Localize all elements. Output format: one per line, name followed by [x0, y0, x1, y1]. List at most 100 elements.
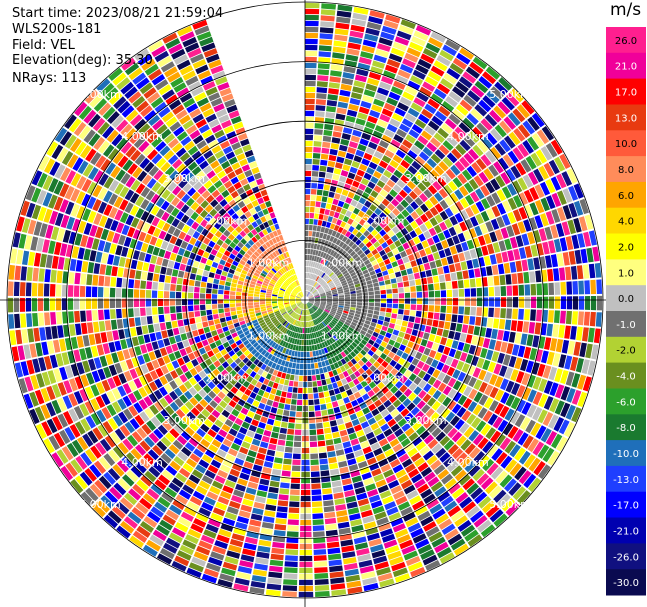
range-gate — [194, 364, 203, 373]
range-gate — [211, 330, 218, 337]
range-gate — [79, 285, 86, 297]
range-gate — [203, 418, 214, 428]
range-gate — [340, 267, 347, 273]
range-gate — [151, 341, 159, 350]
range-gate — [253, 296, 260, 300]
range-gate — [148, 466, 161, 478]
range-gate — [230, 342, 238, 350]
range-gate — [400, 479, 413, 490]
range-gate — [283, 579, 298, 586]
range-gate — [305, 284, 307, 291]
range-gate — [305, 152, 313, 159]
range-gate — [350, 260, 356, 266]
range-gate — [425, 356, 434, 366]
range-gate — [343, 323, 349, 329]
range-gate — [137, 335, 145, 345]
range-gate — [98, 309, 104, 321]
range-gate — [439, 282, 446, 290]
range-gate — [195, 464, 207, 474]
range-gate — [275, 518, 287, 525]
range-gate — [226, 550, 241, 559]
range-gate — [450, 164, 461, 176]
range-gate — [202, 376, 211, 385]
range-gate — [313, 282, 318, 287]
range-gate — [470, 85, 485, 98]
range-gate — [83, 248, 91, 261]
range-gate — [559, 153, 571, 169]
range-gate — [302, 327, 305, 334]
range-gate — [387, 418, 397, 428]
range-gate — [327, 332, 332, 338]
range-gate — [305, 224, 309, 231]
range-gate — [306, 284, 308, 291]
range-gate — [322, 354, 328, 361]
range-gate — [530, 296, 537, 309]
range-gate — [307, 363, 311, 370]
range-gate — [329, 185, 337, 193]
range-gate — [373, 447, 383, 457]
range-gate — [317, 219, 323, 226]
range-gate — [392, 226, 400, 234]
range-gate — [512, 285, 519, 296]
range-gate — [282, 464, 292, 471]
range-gate — [390, 376, 399, 385]
range-gate — [270, 388, 277, 395]
range-gate — [211, 409, 221, 419]
range-gate — [198, 379, 207, 388]
range-gate — [357, 375, 365, 383]
range-gate — [404, 379, 413, 388]
range-gate — [320, 300, 327, 302]
range-gate — [294, 435, 302, 442]
range-gate — [199, 399, 209, 408]
range-gate — [130, 259, 138, 270]
range-gate — [382, 233, 390, 241]
range-gate — [74, 421, 86, 435]
range-gate — [470, 306, 477, 316]
range-gate — [312, 519, 324, 526]
range-gate — [15, 329, 23, 345]
range-gate — [350, 213, 357, 220]
range-gate — [253, 413, 262, 421]
range-gate — [362, 515, 375, 524]
range-gate — [212, 377, 220, 386]
range-gate — [397, 258, 404, 266]
range-gate — [410, 292, 417, 298]
range-gate — [402, 91, 415, 101]
range-gate — [292, 387, 298, 393]
range-gate — [555, 339, 564, 353]
range-gate — [435, 242, 444, 251]
range-gate — [228, 338, 235, 345]
range-gate — [517, 432, 529, 446]
range-gate — [351, 160, 360, 169]
range-gate — [576, 265, 584, 280]
range-gate — [320, 292, 326, 296]
range-gate — [516, 320, 524, 332]
range-gate — [329, 330, 334, 337]
range-gate — [530, 309, 536, 321]
range-gate — [256, 490, 268, 498]
range-gate — [225, 433, 235, 442]
range-gate — [92, 310, 98, 321]
range-gate — [470, 297, 477, 306]
range-gate — [377, 418, 387, 427]
range-gate — [537, 444, 550, 459]
range-gate — [472, 404, 483, 416]
range-gate — [205, 449, 216, 459]
range-gate — [447, 388, 457, 399]
range-gate — [188, 437, 199, 447]
range-gate — [251, 419, 259, 427]
range-gate — [389, 556, 404, 566]
range-gate — [347, 191, 355, 199]
range-gate — [143, 516, 158, 528]
range-gate — [171, 477, 184, 488]
range-gate — [313, 305, 318, 310]
range-gate — [396, 213, 405, 222]
range-gate — [200, 281, 207, 288]
range-gate — [265, 295, 272, 298]
range-gate — [386, 251, 394, 258]
range-gate — [273, 343, 279, 350]
range-gate — [452, 235, 460, 245]
range-gate — [463, 152, 475, 165]
range-gate — [293, 381, 299, 387]
range-gate — [101, 252, 109, 264]
